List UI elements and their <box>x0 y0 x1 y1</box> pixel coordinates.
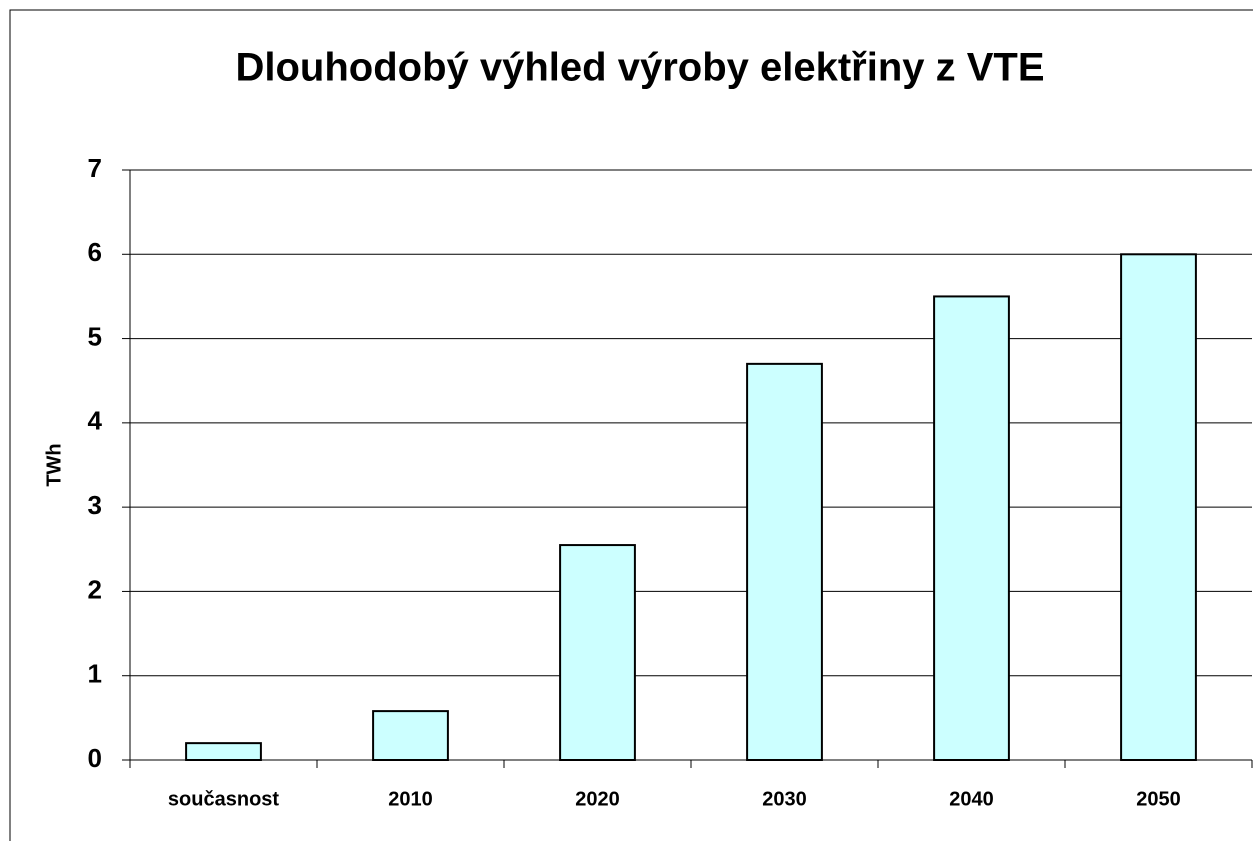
chart-border <box>9 9 1253 841</box>
bar <box>372 710 449 761</box>
y-tick-label: 6 <box>88 237 102 267</box>
y-tick-label: 4 <box>88 406 103 436</box>
y-tick-label: 3 <box>88 490 102 520</box>
x-tick-label: 2050 <box>1136 788 1181 810</box>
x-tick-label: současnost <box>168 788 279 810</box>
bar <box>933 295 1010 761</box>
x-tick-label: 2010 <box>388 788 433 810</box>
bar <box>746 362 823 761</box>
y-tick-label: 2 <box>88 574 102 604</box>
y-tick-label: 7 <box>88 153 102 183</box>
x-tick-label: 2040 <box>949 788 994 810</box>
y-tick-label: 5 <box>88 321 102 351</box>
bar <box>1120 253 1197 762</box>
x-tick-label: 2020 <box>575 788 620 810</box>
y-tick-label: 1 <box>88 659 102 689</box>
y-axis-label: TWh <box>43 443 65 486</box>
bar <box>185 742 262 762</box>
x-tick-label: 2030 <box>762 788 807 810</box>
chart-title: Dlouhodobý výhled výroby elektřiny z VTE <box>235 46 1044 90</box>
bar <box>559 544 636 761</box>
y-tick-label: 0 <box>88 743 102 773</box>
